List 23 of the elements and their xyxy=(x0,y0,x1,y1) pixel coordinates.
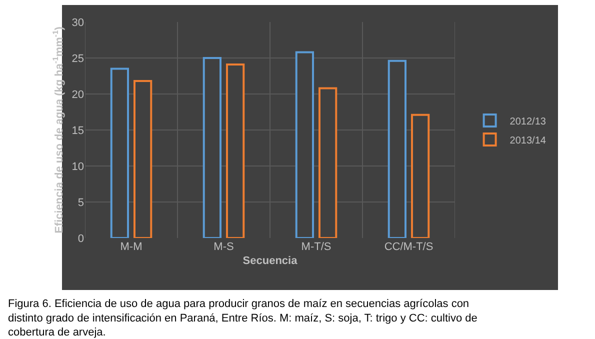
y-tick-label: 10 xyxy=(72,160,84,173)
bar xyxy=(295,51,314,238)
bar xyxy=(318,87,338,238)
y-tick-label: 25 xyxy=(72,52,84,65)
x-tick-label: M-T/S xyxy=(301,241,332,253)
legend-label: 2013/14 xyxy=(510,135,546,146)
x-tick-label: CC/M-T/S xyxy=(384,241,434,253)
y-tick-label: 5 xyxy=(78,196,84,209)
x-tick-label: M-S xyxy=(214,241,234,253)
y-tick-label: 30 xyxy=(72,16,84,29)
bar xyxy=(202,57,222,238)
bar xyxy=(226,63,245,238)
bar xyxy=(133,80,152,238)
y-tick-label: 15 xyxy=(72,124,84,137)
y-tick-label: 0 xyxy=(78,232,84,245)
x-tick-label: M-M xyxy=(120,241,142,253)
x-axis-title: Secuencia xyxy=(242,255,298,268)
bar xyxy=(110,68,130,238)
text: Figura 6. Eficiencia de uso de agua para producir granos de maíz en secuencias agrícolas con distinto grado de intensificación en Paraná, Entre Ríos. M: maíz, S: soja, T: trigo y CC: cultivo de cobertura de arveja. xyxy=(8,298,478,339)
y-tick-label: 20 xyxy=(72,88,84,101)
bar xyxy=(410,114,430,238)
legend-label: 2012/13 xyxy=(510,116,546,128)
bar xyxy=(388,60,407,238)
